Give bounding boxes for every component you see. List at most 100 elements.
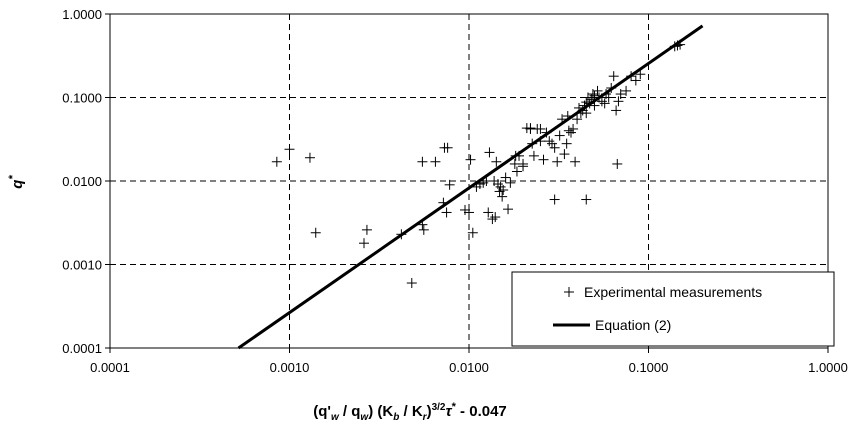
- data-point: [615, 89, 626, 100]
- data-point: [603, 92, 614, 103]
- data-point: [487, 214, 498, 225]
- data-point: [396, 229, 407, 240]
- data-point: [464, 207, 474, 218]
- data-point: [417, 219, 428, 230]
- data-point: [599, 98, 610, 109]
- data-point: [570, 156, 581, 167]
- data-point: [606, 82, 617, 93]
- data-point: [518, 161, 529, 172]
- y-tick-label: 0.0010: [62, 258, 102, 273]
- data-point: [559, 149, 570, 160]
- data-point: [611, 105, 622, 116]
- equation-line-series: [237, 24, 704, 350]
- y-tick-label: 0.1000: [62, 91, 102, 106]
- data-point: [549, 142, 560, 153]
- y-axis: 0.0001 0.0010 0.0100 0.1000 1.0000: [62, 7, 110, 356]
- svg-text:q*: q*: [7, 175, 26, 189]
- data-point: [490, 212, 501, 223]
- data-point: [491, 156, 502, 167]
- x-tick-label: 0.0100: [449, 360, 489, 375]
- data-point: [635, 69, 646, 80]
- data-point: [544, 136, 555, 147]
- data-point: [612, 158, 623, 169]
- data-point: [406, 278, 417, 289]
- y-axis-title: q*: [7, 175, 26, 189]
- data-point: [535, 136, 546, 147]
- data-point: [441, 207, 452, 218]
- data-point: [572, 114, 583, 125]
- x-tick-label: 0.0010: [270, 360, 310, 375]
- data-point: [444, 179, 455, 190]
- legend-marker-plus: [564, 287, 574, 297]
- data-point: [358, 238, 369, 249]
- data-point: [626, 71, 637, 82]
- y-tick-label: 0.0100: [62, 174, 102, 189]
- data-point: [561, 138, 572, 149]
- data-point: [442, 142, 453, 153]
- x-tick-label: 0.0001: [90, 360, 130, 375]
- data-point: [563, 125, 574, 136]
- data-point: [361, 224, 372, 235]
- data-point: [630, 75, 641, 86]
- x-axis-title: (q'w / qw) (Kb / Kr)3/2τ* - 0.047: [313, 401, 507, 423]
- data-point: [581, 194, 592, 205]
- data-point: [528, 150, 539, 161]
- data-point: [568, 123, 579, 134]
- data-point: [584, 98, 595, 109]
- data-point: [438, 197, 449, 208]
- data-point: [592, 85, 603, 96]
- data-point: [596, 96, 607, 107]
- y-tick-label: 0.0001: [62, 341, 102, 356]
- data-point: [500, 172, 511, 183]
- experimental-points-series: [271, 39, 686, 289]
- equation-line: [237, 24, 704, 350]
- data-point: [608, 71, 619, 82]
- legend-label-equation: Equation (2): [595, 317, 671, 333]
- data-point: [505, 177, 516, 188]
- data-point: [271, 156, 282, 167]
- data-point: [430, 156, 441, 167]
- data-point: [284, 144, 295, 155]
- data-point: [503, 204, 514, 215]
- data-point: [669, 41, 680, 52]
- legend: Experimental measurements Equation (2): [511, 271, 835, 347]
- data-point: [547, 138, 558, 149]
- y-tick-label: 1.0000: [62, 7, 102, 22]
- data-point: [675, 39, 686, 50]
- data-point: [418, 224, 429, 235]
- data-point: [589, 100, 600, 111]
- data-point: [672, 40, 683, 51]
- data-point: [484, 147, 495, 158]
- data-point: [465, 154, 476, 165]
- legend-box: [511, 271, 835, 347]
- data-point: [549, 194, 560, 205]
- data-point: [497, 191, 508, 202]
- data-point: [552, 156, 563, 167]
- x-axis: 0.0001 0.0010 0.0100 0.1000 1.0000: [90, 348, 848, 375]
- data-point: [557, 114, 568, 125]
- data-point: [525, 123, 536, 134]
- gridlines: [110, 14, 828, 348]
- data-point: [460, 204, 471, 215]
- data-point: [483, 207, 494, 218]
- data-point: [581, 108, 592, 119]
- data-point: [527, 138, 538, 149]
- data-point: [621, 85, 632, 96]
- data-point: [514, 150, 525, 161]
- data-point: [562, 111, 573, 122]
- data-point: [538, 154, 549, 165]
- data-point: [535, 123, 546, 134]
- data-point: [541, 127, 552, 138]
- data-point: [511, 166, 522, 177]
- x-tick-label: 1.0000: [808, 360, 848, 375]
- x-tick-label: 0.1000: [629, 360, 669, 375]
- legend-label-experimental: Experimental measurements: [584, 284, 762, 300]
- data-point: [310, 227, 321, 238]
- data-point: [613, 96, 624, 107]
- data-point: [554, 130, 565, 141]
- data-point: [498, 185, 509, 196]
- data-point: [467, 227, 478, 238]
- data-point: [417, 156, 428, 167]
- data-point: [304, 152, 315, 163]
